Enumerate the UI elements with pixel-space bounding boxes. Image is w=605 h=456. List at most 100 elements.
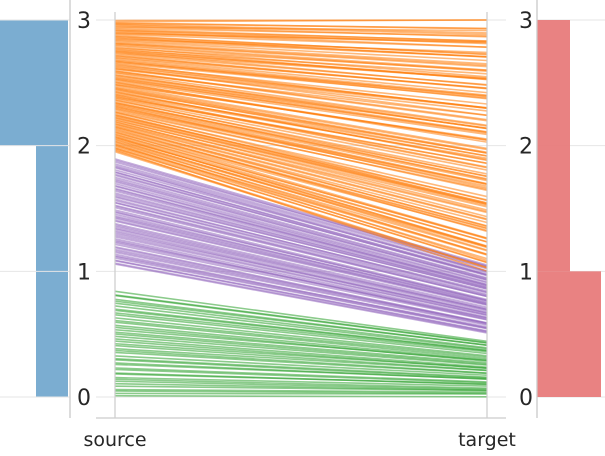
connection-line: [114, 313, 488, 355]
connection-line: [114, 187, 488, 287]
connection-line: [114, 21, 488, 30]
connection-line: [114, 123, 488, 220]
connection-line: [114, 176, 488, 279]
connection-line: [114, 382, 488, 392]
connection-line: [114, 36, 488, 58]
target-hist-bar: [537, 20, 570, 272]
connection-line: [114, 302, 488, 349]
connection-line: [114, 184, 488, 284]
connection-line: [114, 243, 488, 321]
connection-line: [114, 238, 488, 318]
connection-line: [114, 148, 488, 272]
connection-line: [114, 105, 488, 189]
connection-line: [114, 190, 488, 287]
connection-line: [114, 209, 488, 301]
tick-labels: 0 0 1 1 2 2 3 3 source target: [77, 9, 533, 451]
connection-line: [114, 88, 488, 157]
connection-line: [114, 210, 488, 302]
connection-line: [114, 317, 488, 357]
connection-line: [114, 51, 488, 87]
connection-line: [114, 113, 488, 204]
x-category-label: target: [458, 429, 516, 451]
connection-line: [114, 333, 488, 365]
connection-line: [114, 231, 488, 315]
connection-line: [114, 182, 488, 283]
connection-line: [114, 388, 488, 393]
connection-line: [114, 25, 488, 38]
connection-line: [114, 81, 488, 143]
connection-line: [114, 324, 488, 361]
connection-line: [114, 380, 488, 391]
connection-line: [114, 245, 488, 324]
connection-line: [114, 125, 488, 228]
connection-line: [114, 331, 488, 364]
connection-line: [114, 48, 488, 81]
connection-line: [114, 104, 488, 185]
connection-line: [114, 147, 488, 264]
connection-line: [114, 103, 488, 182]
connection-line: [114, 171, 488, 275]
right-y-tick-label: 1: [519, 260, 533, 285]
source-hist-bar: [0, 20, 68, 146]
right-y-tick-label: 3: [519, 9, 533, 34]
connection-line: [114, 394, 488, 398]
right-y-tick-label: 0: [519, 386, 533, 411]
connection-line: [114, 305, 488, 350]
connection-line: [114, 80, 488, 136]
connection-line: [114, 308, 488, 352]
connection-line: [114, 115, 488, 205]
connection-line: [114, 131, 488, 239]
connection-line: [114, 239, 488, 321]
connection-line: [114, 294, 488, 344]
connection-line: [114, 135, 488, 248]
connection-line: [114, 312, 488, 353]
connection-line: [114, 195, 488, 290]
connection-line: [114, 98, 488, 178]
connection-line: [114, 40, 488, 62]
connection-line: [114, 198, 488, 293]
connection-line: [114, 67, 488, 117]
connection-line: [114, 19, 488, 22]
connection-line: [114, 229, 488, 314]
connection-line: [114, 228, 488, 312]
connection-line: [114, 344, 488, 372]
left-y-tick-label: 1: [77, 260, 91, 285]
connection-line: [114, 58, 488, 97]
connection-line: [114, 31, 488, 48]
connection-line: [114, 224, 488, 310]
connection-line: [114, 24, 488, 36]
connection-line: [114, 122, 488, 214]
connection-line: [114, 205, 488, 298]
connection-line: [114, 94, 488, 168]
connection-line: [114, 220, 488, 306]
connection-line: [114, 78, 488, 134]
connection-line: [114, 60, 488, 100]
connection-line: [114, 34, 488, 56]
connection-line: [114, 222, 488, 309]
connection-line: [114, 90, 488, 162]
connection-line: [114, 378, 488, 390]
connection-line: [114, 253, 488, 329]
connection-line: [114, 225, 488, 311]
connection-line: [114, 73, 488, 130]
connection-line: [114, 216, 488, 305]
connection-line: [114, 355, 488, 377]
connection-line: [114, 111, 488, 202]
connection-line: [114, 76, 488, 133]
connection-line: [114, 97, 488, 171]
connection-line: [114, 290, 488, 343]
connection-line: [114, 250, 488, 325]
source-histogram-panel: [0, 20, 68, 397]
connection-line: [114, 134, 488, 243]
connection-line: [114, 376, 488, 387]
connection-line: [114, 298, 488, 347]
connection-line: [114, 173, 488, 277]
connection-line: [114, 335, 488, 366]
connection-line: [114, 101, 488, 181]
right-y-tick-label: 2: [519, 135, 533, 160]
left-y-tick-label: 3: [77, 9, 91, 34]
connection-line: [114, 263, 488, 334]
connection-line: [114, 340, 488, 370]
